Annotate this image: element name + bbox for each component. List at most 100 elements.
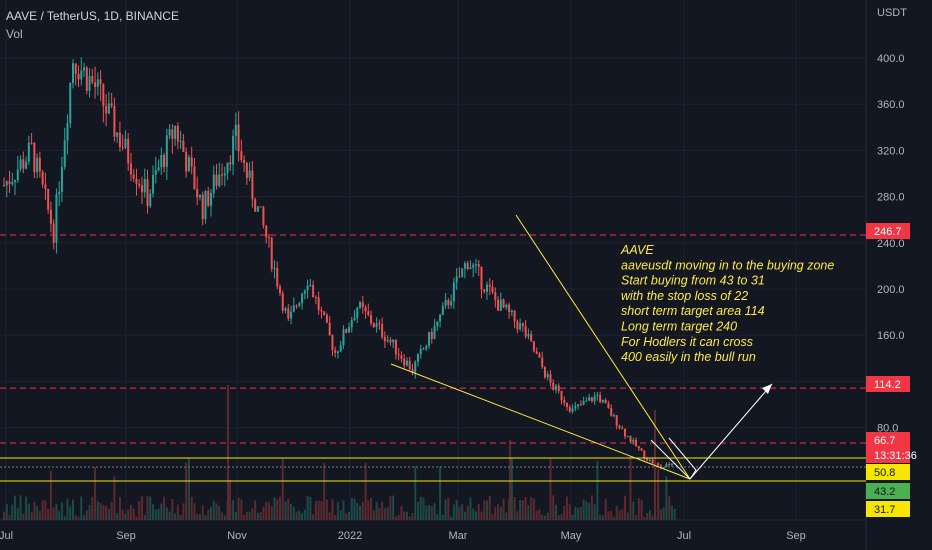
volume-bar <box>519 499 522 520</box>
candle-body <box>47 188 50 210</box>
candle-body <box>25 161 28 169</box>
volume-bar <box>450 516 453 520</box>
volume-bar <box>179 514 182 520</box>
volume-bar <box>629 456 632 520</box>
candle-body <box>132 174 135 179</box>
volume-bar <box>16 507 19 520</box>
candle-body <box>234 124 237 137</box>
candle-body <box>60 167 63 192</box>
candle-body <box>541 357 544 368</box>
candle-body <box>74 63 77 74</box>
volume-bar <box>563 506 566 520</box>
volume-bar <box>284 501 287 520</box>
projection-arrow-up <box>689 383 773 480</box>
volume-bar <box>306 496 309 520</box>
y-tick-label: 360.0 <box>877 99 905 111</box>
candle-body <box>232 136 235 165</box>
volume-bar <box>204 515 207 520</box>
volume-bar <box>281 458 284 520</box>
candle-body <box>160 154 163 168</box>
volume-bar <box>509 440 511 520</box>
volume-bar <box>314 501 317 520</box>
volume-bar <box>317 500 320 520</box>
candle-body <box>96 79 99 87</box>
x-tick-label: Jul <box>677 530 691 542</box>
volume-bar <box>36 506 39 520</box>
candle-body <box>637 446 640 449</box>
volume-bar <box>588 502 591 520</box>
candle-body <box>328 322 331 336</box>
candle-body <box>19 159 22 170</box>
candle-body <box>348 327 350 333</box>
candle-body <box>121 146 124 148</box>
volume-bar <box>637 498 640 520</box>
candle-body <box>254 199 257 212</box>
candle-body <box>621 427 624 429</box>
candle-body <box>303 290 306 294</box>
volume-bar <box>524 497 527 520</box>
volume-bar <box>370 498 373 520</box>
x-tick-label: Jul <box>0 530 13 542</box>
volume-bar <box>63 516 66 520</box>
volume-bar <box>85 510 88 520</box>
candle-body <box>469 267 472 270</box>
volume-bar <box>651 515 654 520</box>
candle-body <box>110 103 113 106</box>
volume-bar <box>185 462 188 520</box>
candle-body <box>135 178 138 184</box>
volume-bar <box>182 503 185 520</box>
candle-body <box>392 339 395 343</box>
candle-body <box>447 299 450 306</box>
candle-body <box>245 163 248 178</box>
volume-bar <box>121 509 124 520</box>
volume-bar <box>52 507 55 520</box>
volume-bar <box>215 503 218 520</box>
candle-body <box>466 263 469 270</box>
price-tag <box>866 376 910 392</box>
candle-body <box>405 360 408 366</box>
candle-body <box>138 183 141 186</box>
volume-bar <box>256 512 259 520</box>
volume-bar <box>218 506 221 520</box>
volume-bar <box>378 507 381 520</box>
volume-bar <box>375 501 378 520</box>
volume-bar <box>105 505 108 520</box>
candle-body <box>615 415 618 426</box>
volume-bar <box>452 504 455 520</box>
candle-body <box>510 310 513 313</box>
price-tag-label: 50.8 <box>874 467 895 479</box>
y-axis-unit: USDT <box>877 7 907 19</box>
volume-bar <box>359 505 362 520</box>
volume-bar <box>47 509 50 520</box>
candle-body <box>22 159 25 169</box>
volume-bar <box>604 498 607 520</box>
price-tag-label: 31.7 <box>874 504 895 516</box>
candle-body <box>218 174 221 187</box>
candle-body <box>243 160 246 164</box>
price-tag-label: 66.7 <box>874 435 895 447</box>
volume-bar <box>532 498 535 520</box>
candle-body <box>530 334 533 342</box>
volume-bar <box>14 495 17 520</box>
candle-body <box>433 326 436 339</box>
volume-bar <box>607 511 610 520</box>
volume-bar <box>325 499 328 520</box>
candle-body <box>287 308 290 319</box>
candle-body <box>408 360 411 370</box>
volume-bar <box>234 511 237 520</box>
volume-bar <box>590 495 593 520</box>
volume-bar <box>417 502 419 520</box>
candle-body <box>566 403 569 408</box>
volume-bar <box>538 509 541 520</box>
candle-body <box>367 311 370 316</box>
volume-bar <box>646 512 649 520</box>
volume-bar <box>99 503 102 520</box>
volume-bar <box>392 495 395 520</box>
volume-bar <box>124 513 127 520</box>
volume-bar <box>141 496 143 520</box>
volume-bar <box>356 502 359 520</box>
volume-bar <box>673 508 676 520</box>
volume-bar <box>320 501 323 520</box>
candle-body <box>248 170 251 178</box>
